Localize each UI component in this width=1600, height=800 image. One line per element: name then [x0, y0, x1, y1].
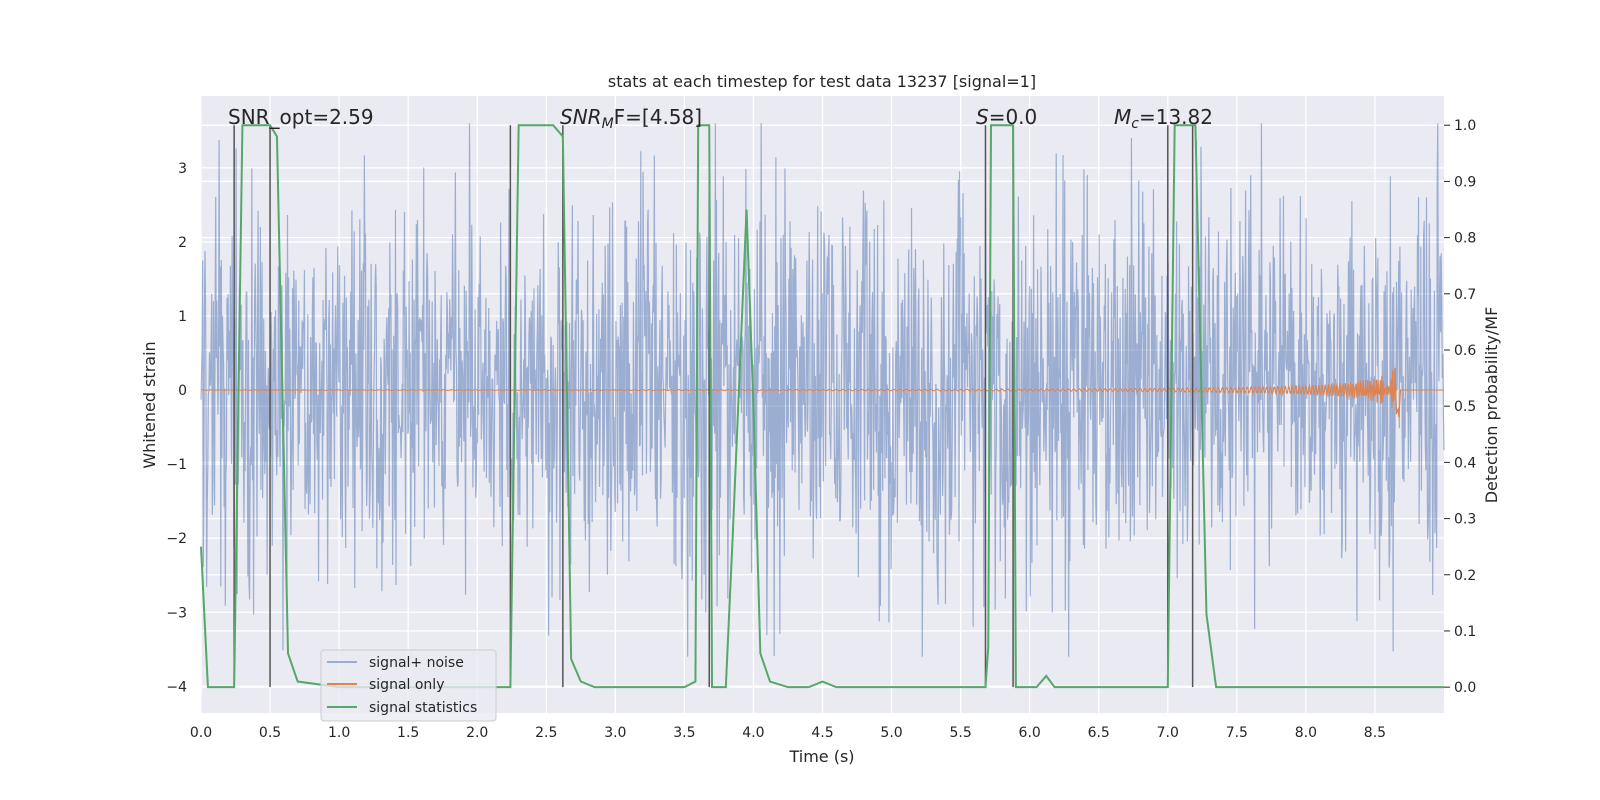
- x-tick-label: 7.5: [1226, 725, 1248, 741]
- legend-label-signal-statistics: signal statistics: [369, 700, 477, 716]
- y-left-tick-label: 3: [178, 161, 187, 177]
- y-right-tick-label: 0.0: [1454, 680, 1476, 696]
- x-tick-label: 7.0: [1157, 725, 1179, 741]
- annotation-snr-mf: SNRMF=[4.58]: [560, 105, 702, 132]
- y-right-tick-label: 0.8: [1454, 231, 1476, 247]
- x-tick-label: 3.5: [673, 725, 695, 741]
- y-axis-right: 1.0 0.9 0.8 0.7 0.6 0.5 0.4 0.3 0.2 0.1 0.0: [1444, 118, 1476, 696]
- y-left-tick-label: −3: [166, 605, 187, 621]
- y-axis-left: 3 2 1 0 −1 −2 −3 −4: [166, 161, 187, 695]
- chart-title: stats at each timestep for test data 132…: [608, 72, 1036, 91]
- annotations: SNR_opt=2.59 SNRMF=[4.58] S=0.0 Mc=13.82: [228, 105, 1213, 132]
- x-tick-label: 4.5: [811, 725, 833, 741]
- x-tick-label: 3.0: [604, 725, 626, 741]
- annotation-s: S=0.0: [976, 105, 1037, 129]
- y-right-tick-label: 1.0: [1454, 118, 1476, 134]
- y-right-tick-label: 0.9: [1454, 174, 1476, 190]
- x-tick-label: 4.0: [742, 725, 764, 741]
- y-left-tick-label: −2: [166, 531, 187, 547]
- y-right-tick-label: 0.5: [1454, 399, 1476, 415]
- x-tick-label: 2.0: [466, 725, 488, 741]
- annotation-mc: Mc=13.82: [1114, 105, 1213, 132]
- annotation-snr-opt: SNR_opt=2.59: [228, 105, 374, 129]
- y-left-tick-label: −4: [166, 679, 187, 695]
- y-left-tick-label: −1: [166, 457, 187, 473]
- x-tick-label: 0.0: [190, 725, 212, 741]
- y-right-tick-label: 0.6: [1454, 343, 1476, 359]
- x-tick-label: 2.5: [535, 725, 557, 741]
- x-axis-label: Time (s): [788, 747, 854, 766]
- y-right-tick-label: 0.4: [1454, 455, 1476, 471]
- y-axis-left-label: Whitened strain: [140, 341, 159, 468]
- y-left-tick-label: 1: [178, 309, 187, 325]
- signal-noise-series: [200, 123, 1445, 657]
- y-right-tick-label: 0.3: [1454, 512, 1476, 528]
- legend-label-signal-only: signal only: [369, 677, 444, 693]
- x-tick-label: 6.0: [1019, 725, 1041, 741]
- x-tick-label: 8.5: [1364, 725, 1386, 741]
- y-axis-right-label: Detection probability/MF: [1482, 307, 1501, 504]
- y-right-tick-label: 0.1: [1454, 624, 1476, 640]
- x-tick-label: 1.5: [397, 725, 419, 741]
- x-axis: 0.0 0.5 1.0 1.5 2.0 2.5 3.0 3.5 4.0 4.5 5.0 5.5 6.0 6…: [190, 725, 1386, 741]
- x-tick-label: 8.0: [1295, 725, 1317, 741]
- x-tick-label: 6.5: [1088, 725, 1110, 741]
- legend-box: [320, 649, 497, 722]
- event-markers: [233, 125, 1194, 688]
- y-left-tick-label: 2: [178, 235, 187, 251]
- y-left-tick-label: 0: [178, 383, 187, 399]
- x-tick-label: 5.0: [880, 725, 902, 741]
- y-right-tick-label: 0.7: [1454, 287, 1476, 303]
- legend: signal+ noise signal only signal statist…: [320, 649, 497, 722]
- y-right-tick-label: 0.2: [1454, 568, 1476, 584]
- legend-label-signal-noise: signal+ noise: [369, 655, 464, 671]
- series-signal-noise: [200, 123, 1445, 657]
- signal-only-series: [200, 367, 1444, 418]
- x-tick-label: 0.5: [259, 725, 281, 741]
- x-tick-label: 5.5: [949, 725, 971, 741]
- series-signal-only: [200, 367, 1444, 418]
- x-tick-label: 1.0: [328, 725, 350, 741]
